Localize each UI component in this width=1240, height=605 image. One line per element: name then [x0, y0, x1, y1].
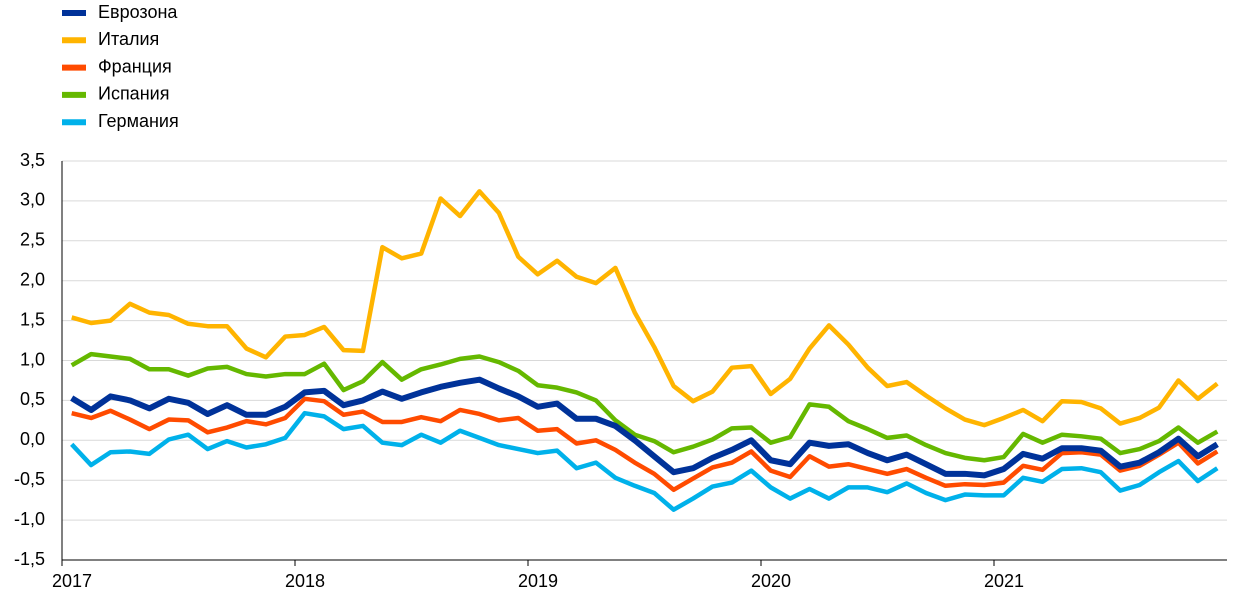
y-tick-label: 3,5	[20, 150, 45, 170]
y-tick-label: -1,5	[14, 549, 45, 569]
y-tick-label: 2,0	[20, 269, 45, 289]
y-tick-label: -1,0	[14, 509, 45, 529]
series-line	[71, 396, 1219, 493]
legend-label: Еврозона	[98, 2, 178, 22]
legend-label: Италия	[98, 29, 159, 49]
series-line	[70, 410, 1219, 512]
y-tick-label: 3,0	[20, 190, 45, 210]
x-tick-label: 2021	[984, 571, 1024, 591]
x-tick-label: 2019	[518, 571, 558, 591]
series-line	[70, 351, 1219, 463]
series-line	[70, 376, 1219, 479]
x-tick-label: 2020	[751, 571, 791, 591]
y-tick-label: 0,5	[20, 389, 45, 409]
x-tick-label: 2017	[52, 571, 92, 591]
legend-label: Франция	[98, 56, 172, 76]
legend-label: Испания	[98, 84, 169, 104]
y-tick-label: 2,5	[20, 230, 45, 250]
series-line	[71, 189, 1219, 428]
legend-label: Германия	[98, 111, 179, 131]
y-tick-label: 0,0	[20, 429, 45, 449]
y-tick-label: 1,0	[20, 349, 45, 369]
y-tick-label: 1,5	[20, 309, 45, 329]
y-tick-label: -0,5	[14, 469, 45, 489]
x-tick-label: 2018	[285, 571, 325, 591]
